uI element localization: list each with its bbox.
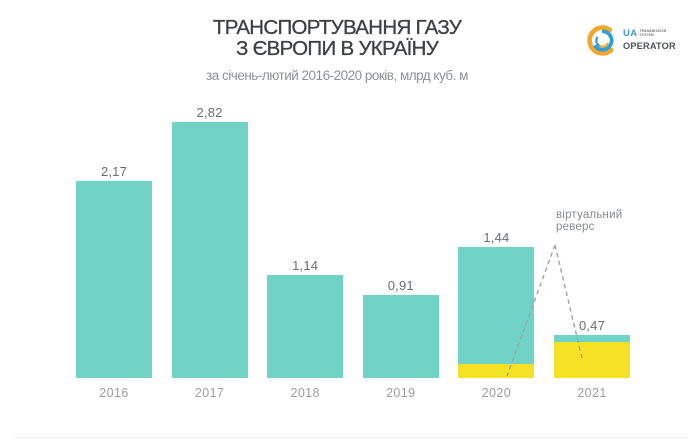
logo-swirl-icon (587, 25, 614, 56)
bar-group-2021: 0,47 (554, 0, 630, 378)
logo-small-text: transmission system (639, 29, 667, 37)
plot-area: 2016 2,17 2017 2,82 2018 1,14 2019 0,91 2020 1,44… (76, 0, 630, 400)
year-label-2017: 2017 (194, 386, 225, 400)
bar-segment-import-2019 (362, 295, 439, 378)
year-label-2021: 2021 (577, 386, 607, 400)
year-label-2018: 2018 (290, 386, 320, 400)
company-logo: UA transmission system OPERATOR (585, 22, 676, 58)
bar-segment-reverse-2020 (458, 364, 535, 378)
bar-value-label-2016: 2,17 (100, 163, 128, 179)
bar-group-2019: 0,91 (362, 0, 439, 378)
bar-segment-import-2021 (554, 335, 630, 342)
chart-title-line2: З ЄВРОПИ В УКРАЇНУ (235, 36, 439, 60)
year-label-2019: 2019 (386, 386, 416, 400)
bar-segment-import-2017 (171, 121, 248, 378)
title-block: ТРАНСПОРТУВАННЯ ГАЗУ З ЄВРОПИ В УКРАЇНУ … (0, 16, 674, 83)
bar-value-label-2021: 0,47 (578, 318, 606, 334)
annotation-line1: віртуальний (556, 209, 623, 221)
bar-value-label-2019: 0,91 (387, 278, 414, 294)
bar-value-label-2018: 1,14 (292, 257, 319, 273)
chart-title-line1: ТРАНСПОРТУВАННЯ ГАЗУ (212, 16, 462, 39)
swirl-blue-tail (595, 36, 600, 47)
bar-segment-reverse-2021 (554, 341, 630, 378)
bar-value-label-2020: 1,44 (483, 230, 510, 246)
year-label-2016: 2016 (99, 386, 129, 400)
chart-subtitle: за січень-лютий 2016-2020 років, млрд ку… (206, 68, 468, 83)
bar-group-2018: 1,14 (267, 0, 344, 378)
swirl-blue-arc (593, 29, 614, 52)
bottom-divider (13, 437, 688, 438)
bar-segment-import-2018 (267, 274, 344, 378)
swirl-yellow-arc (587, 25, 614, 56)
logo-text: UA transmission system OPERATOR (623, 29, 676, 51)
logo-operator-text: OPERATOR (623, 40, 676, 51)
bar-segment-import-2020 (458, 247, 535, 365)
bar-group-2020: 1,44 (458, 0, 535, 378)
year-label-2020: 2020 (481, 386, 512, 400)
annotation-virtual-reverse: віртуальний реверс (556, 209, 623, 233)
bar-segment-import-2016 (76, 180, 152, 378)
bar-group-2017: 2,82 (171, 0, 248, 378)
bar-value-label-2017: 2,82 (196, 104, 223, 120)
annotation-line2: реверс (556, 220, 595, 233)
bar-group-2016: 2,17 (76, 0, 152, 378)
logo-ua-text: UA (623, 28, 638, 39)
